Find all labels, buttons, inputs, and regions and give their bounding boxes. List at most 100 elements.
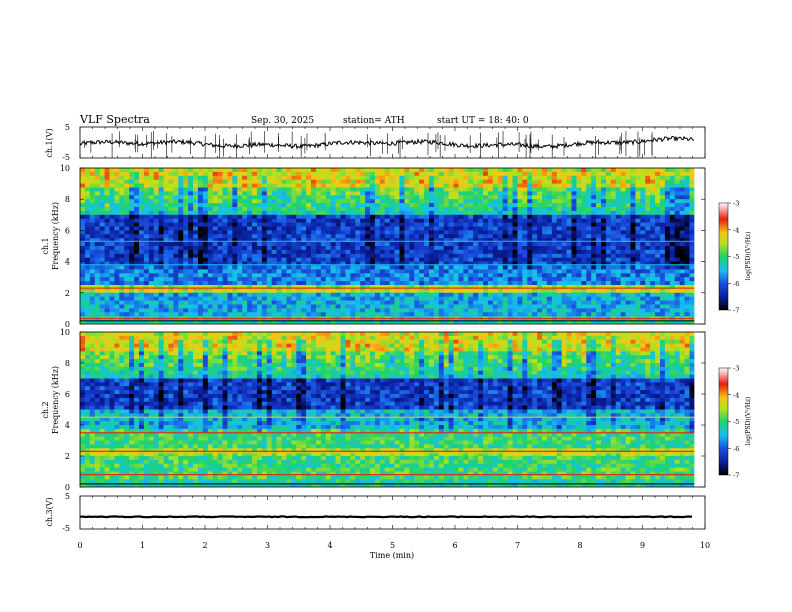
spectrogram-cell (252, 195, 258, 200)
spectrogram-cell (546, 222, 553, 227)
spectrogram-cell (197, 179, 204, 184)
spectrogram-cell (453, 203, 459, 208)
spectrogram-cell (640, 242, 646, 247)
spectrogram-cell (389, 253, 395, 259)
spectrogram-cell (374, 168, 381, 173)
spectrogram-cell (561, 265, 567, 270)
spectrogram-cell (129, 253, 135, 259)
spectrogram-cell (483, 168, 489, 173)
spectrogram-cell (114, 249, 120, 255)
spectrogram-cell (193, 175, 199, 181)
spectrogram-cell (109, 234, 115, 239)
spectrogram-cell (409, 273, 415, 278)
spectrogram-cell (463, 179, 469, 184)
spectrogram-cell (394, 183, 400, 188)
spectrogram-cell (684, 238, 690, 243)
spectrogram-cell (335, 226, 341, 231)
spectrogram-cell (669, 277, 676, 282)
spectrogram-cell (173, 265, 179, 270)
spectrogram-cell (124, 265, 130, 270)
spectrogram-cell (89, 218, 96, 223)
spectrogram-cell (502, 285, 509, 290)
spectrogram-cell (104, 261, 110, 266)
spectrogram-cell (212, 265, 219, 270)
spectrogram-cell (551, 207, 558, 212)
spectrogram-cell (129, 277, 135, 282)
spectrogram-cell (99, 312, 105, 317)
spectrogram-cell (256, 265, 263, 270)
spectrogram-cell (384, 269, 391, 274)
ch1-waveform-panel: 5 -5 ch.1(V) (45, 123, 706, 162)
spectrogram-cell (610, 261, 617, 266)
spectrogram-cell (428, 238, 435, 243)
spectrogram-cell (409, 304, 415, 309)
spectrogram-cell (610, 218, 617, 223)
spectrogram-cell (124, 292, 130, 298)
spectrogram-cell (487, 210, 494, 216)
spectrogram-cell (620, 218, 626, 223)
spectrogram-cell (340, 285, 346, 290)
spectrogram-cell (532, 199, 538, 204)
spectrogram-cell (207, 304, 214, 309)
spectrogram-cell (635, 207, 641, 212)
spectrogram-cell (311, 195, 317, 200)
spectrogram-cell (625, 249, 631, 255)
spectrogram-cell (600, 304, 607, 309)
spectrogram-cell (94, 199, 101, 204)
spectrogram-cell (247, 242, 253, 247)
spectrogram-cell (252, 207, 258, 212)
spectrogram-cell (276, 203, 282, 208)
spectrogram-cell (463, 246, 469, 251)
spectrogram-cell (124, 207, 130, 212)
spectrogram-cell (207, 179, 214, 184)
spectrogram-cell (414, 175, 420, 181)
spectrogram-cell (404, 285, 410, 290)
spectrogram-cell (620, 183, 626, 188)
spectrogram-cell (502, 179, 509, 184)
spectrogram-cell (109, 183, 115, 188)
spectrogram-cell (419, 218, 425, 223)
spectrogram-cell (143, 253, 150, 259)
spectrogram-cell (178, 312, 184, 317)
spectrogram-cell (576, 187, 582, 192)
spectrogram-cell (350, 304, 356, 309)
spectrogram-cell (207, 281, 214, 286)
spectrogram-cell (684, 249, 690, 255)
spectrogram-cell (605, 253, 612, 259)
spectrogram-cell (104, 183, 110, 188)
spectrogram-cell (320, 312, 327, 317)
spectrogram-cell (256, 234, 263, 239)
spectrogram-cell (173, 183, 179, 188)
spectrogram-cell (252, 265, 258, 270)
spectrogram-cell (586, 171, 592, 177)
spectrogram-cell (129, 238, 135, 243)
spectrogram-cell (679, 246, 685, 251)
spectrogram-cell (266, 304, 273, 309)
spectrogram-cell (581, 171, 587, 177)
spectrogram-cell (325, 253, 332, 259)
spectrogram-cell (301, 207, 307, 212)
spectrogram-cell (94, 187, 101, 192)
spectrogram-cell (222, 222, 228, 227)
spectrogram-cell (424, 171, 430, 177)
spectrogram-cell (281, 171, 287, 177)
spectrogram-cell (227, 292, 233, 298)
spectrogram-cell (252, 273, 258, 278)
spectrogram-cell (463, 218, 469, 223)
spectrogram-cell (340, 191, 346, 196)
spectrogram-cell (473, 281, 479, 286)
spectrogram-cell (148, 171, 155, 177)
spectrogram-cell (492, 195, 499, 200)
spectrogram-cell (551, 273, 558, 278)
spectrogram-cell (306, 312, 312, 317)
spectrogram-cell (537, 269, 543, 274)
spectrogram-cell (286, 218, 292, 223)
spectrogram-cell (335, 191, 341, 196)
spectrogram-cell (281, 199, 287, 204)
spectrogram-cell (438, 222, 445, 227)
spectrogram-cell (546, 249, 553, 255)
spectrogram-cell (645, 265, 651, 270)
spectrogram-cell (517, 210, 523, 216)
spectrogram-cell (433, 199, 440, 204)
